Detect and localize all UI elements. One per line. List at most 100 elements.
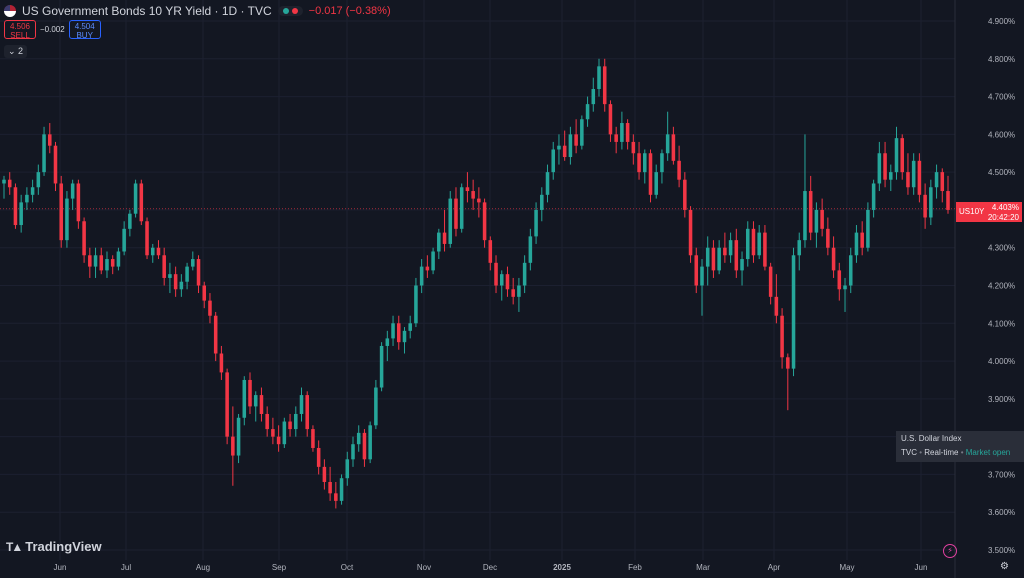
candle-body: [133, 183, 138, 214]
candle-body: [780, 315, 784, 358]
candle-body: [116, 251, 121, 267]
buy-button[interactable]: 4.504 BUY: [68, 20, 101, 40]
candle-body: [940, 172, 945, 192]
y-tick-label: 3.500%: [988, 546, 1015, 555]
x-tick-label: Nov: [417, 563, 431, 572]
candle-body: [139, 183, 144, 222]
indicators-toggle[interactable]: ⌄ 2: [4, 45, 28, 58]
x-tick-label: Jul: [121, 563, 131, 572]
candle-body: [59, 183, 63, 241]
brand-name: TradingView: [25, 539, 102, 554]
candle-body: [602, 66, 607, 105]
candle-body: [768, 266, 773, 297]
sell-button[interactable]: 4.506 SELL: [4, 20, 36, 40]
x-tick-label: Jun: [54, 563, 67, 572]
candle-body: [93, 255, 98, 267]
candle-body: [505, 274, 510, 290]
price-change: −0.017 (−0.38%): [308, 5, 391, 17]
candle-body: [557, 145, 561, 150]
x-tick-label: Sep: [272, 563, 287, 572]
y-tick-label: 4.600%: [988, 130, 1015, 139]
candle-body: [763, 232, 767, 267]
candle-body: [740, 259, 744, 271]
market-status[interactable]: [277, 6, 303, 16]
candle-body: [488, 240, 493, 263]
candle-body: [248, 379, 252, 407]
candle-body: [803, 191, 807, 241]
candle-body: [471, 191, 475, 199]
candle-body: [751, 228, 756, 256]
candle-body: [917, 160, 922, 195]
candle-body: [528, 236, 533, 263]
chart-legend: US Government Bonds 10 YR Yield · 1D · T…: [4, 4, 391, 18]
candle-body: [396, 323, 401, 343]
candle-body: [545, 172, 550, 195]
candle-body: [150, 247, 155, 256]
candle-body: [185, 266, 189, 282]
candle-body: [168, 274, 172, 278]
x-tick-label: 2025: [553, 563, 571, 572]
candle-body: [47, 134, 52, 146]
candle-body: [837, 270, 842, 290]
tradingview-logo[interactable]: T▲ TradingView: [6, 539, 102, 554]
candle-body: [517, 285, 521, 297]
candle-body: [820, 209, 824, 229]
candle-body: [408, 323, 412, 331]
sell-label: SELL: [10, 31, 30, 40]
candle-body: [299, 395, 304, 414]
candle-body: [585, 104, 590, 120]
candle-body: [105, 259, 109, 271]
lightning-icon[interactable]: ⚡: [943, 544, 957, 558]
candle-body: [219, 353, 224, 373]
candle-body: [511, 289, 515, 297]
candle-body: [25, 194, 29, 203]
candle-body: [854, 232, 859, 256]
candle-body: [311, 429, 315, 448]
candle-body: [774, 296, 779, 316]
candle-body: [202, 285, 207, 301]
candle-body: [625, 123, 630, 142]
candle-body: [7, 179, 12, 188]
sell-price: 4.506: [9, 22, 31, 31]
info-source: TVC: [901, 448, 917, 457]
candle-body: [385, 338, 390, 346]
settings-gear-icon[interactable]: ⚙: [1000, 561, 1009, 572]
y-axis: 4.900%4.800%4.700%4.600%4.500%4.400%4.30…: [988, 17, 1015, 555]
candle-body: [294, 413, 298, 430]
candle-body: [860, 232, 864, 248]
candle-body: [36, 172, 41, 188]
x-tick-label: Feb: [628, 563, 642, 572]
info-row: TVC • Real-time • Market open: [901, 448, 1011, 457]
candle-body: [276, 436, 281, 445]
candle-body: [791, 255, 796, 369]
candle-body: [322, 466, 327, 482]
y-tick-label: 4.900%: [988, 17, 1015, 26]
candle-body: [99, 255, 104, 271]
candle-body: [877, 153, 882, 184]
candle-body: [522, 262, 527, 286]
x-tick-label: Mar: [696, 563, 710, 572]
candle-body: [368, 425, 372, 460]
candle-body: [562, 145, 567, 158]
candle-body: [110, 259, 115, 267]
buy-price: 4.504: [74, 22, 95, 31]
candle-body: [328, 481, 332, 494]
candle-body: [591, 89, 596, 105]
candle-body: [402, 330, 407, 343]
candle-body: [946, 191, 950, 210]
candle-body: [459, 187, 464, 229]
symbol-title[interactable]: US Government Bonds 10 YR Yield · 1D · T…: [22, 4, 272, 18]
x-tick-label: Oct: [341, 563, 354, 572]
y-tick-label: 3.700%: [988, 470, 1015, 479]
candle-body: [213, 315, 218, 354]
x-axis: Jun Jul Aug Sep Oct Nov Dec 2025 Feb Mar Apr May Jun: [54, 563, 928, 572]
y-tick-label: 4.200%: [988, 282, 1015, 291]
candle-body: [597, 66, 601, 90]
candle-body: [42, 134, 46, 173]
y-tick-label: 4.700%: [988, 93, 1015, 102]
candle-body: [442, 232, 447, 244]
candles: [2, 58, 950, 509]
x-tick-label: Jun: [915, 563, 928, 572]
candle-body: [236, 417, 241, 456]
